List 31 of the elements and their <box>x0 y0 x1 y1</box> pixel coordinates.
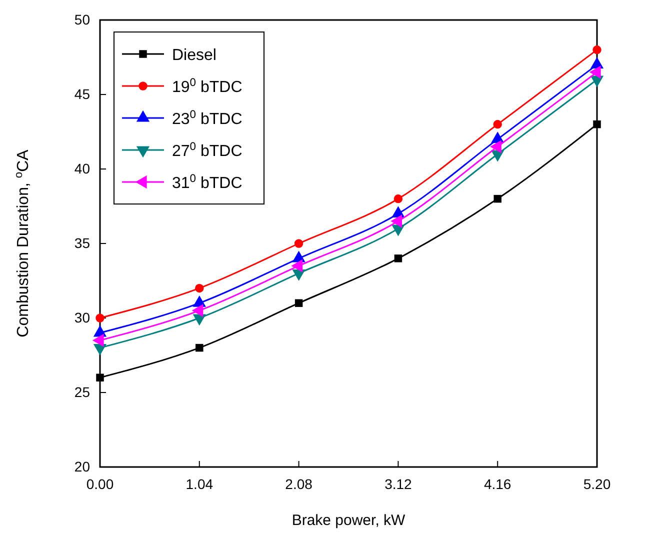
legend-label: 27$^{0}$ bTDC <box>172 141 242 160</box>
legend-label: Diesel <box>172 47 216 64</box>
y-tick-label: 40 <box>74 160 90 176</box>
point <box>294 299 303 307</box>
x-axis-title: Brake power, kW <box>292 512 406 529</box>
point <box>592 45 602 54</box>
point <box>96 374 104 382</box>
x-tick-label: 5.20 <box>583 476 611 492</box>
legend-label: 31$^{0}$ bTDC <box>172 173 242 192</box>
y-tick-label: 45 <box>74 86 90 102</box>
point <box>195 284 204 293</box>
point <box>196 344 204 352</box>
point <box>494 194 502 203</box>
point <box>394 194 403 204</box>
x-tick-label: 3.12 <box>384 476 412 492</box>
point <box>96 314 104 322</box>
y-tick-label: 20 <box>74 458 90 474</box>
point <box>593 120 601 128</box>
x-tick-label: 0.00 <box>86 476 114 492</box>
x-tick-label: 4.16 <box>484 476 512 492</box>
x-tick-label: 2.08 <box>285 476 313 492</box>
y-tick-label: 50 <box>74 11 90 28</box>
point <box>394 254 402 262</box>
legend-label: 19$^{0}$ bTDC <box>172 77 242 96</box>
y-tick-label: 25 <box>74 384 90 400</box>
y-tick-label: 35 <box>74 234 90 251</box>
y-tick-label: 30 <box>74 309 90 326</box>
point <box>493 120 502 129</box>
point <box>294 239 304 248</box>
x-tick-label: 1.04 <box>186 476 214 492</box>
legend-label: 23$^{0}$ bTDC <box>172 109 242 128</box>
